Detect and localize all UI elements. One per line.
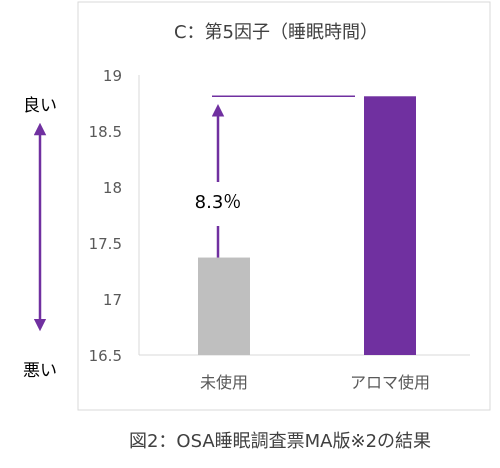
y-tick-label: 18 <box>103 179 122 197</box>
scale-low-label: 悪い <box>23 361 57 381</box>
bar-0 <box>198 257 250 355</box>
y-tick-label: 19 <box>103 67 122 85</box>
plot-frame <box>77 1 491 411</box>
y-tick-label: 17.5 <box>89 235 122 253</box>
difference-annotation: 8.3％ <box>195 192 242 213</box>
y-tick-label: 16.5 <box>89 347 122 365</box>
scale-high-label: 良い <box>23 96 57 116</box>
y-tick-label: 17 <box>103 291 122 309</box>
bar-1 <box>364 96 416 355</box>
bars <box>198 96 416 355</box>
y-tick-label: 18.5 <box>89 123 122 141</box>
x-axis-categories: 未使用 アロマ使用 <box>200 373 430 392</box>
x-category-label: 未使用 <box>200 373 248 392</box>
chart-title: C：第5因子（睡眠時間） <box>174 22 378 43</box>
figure-caption: 図2：OSA睡眠調査票MA版※2の結果 <box>129 431 431 452</box>
x-category-label: アロマ使用 <box>350 373 430 392</box>
y-axis-ticks: 16.5 17 17.5 18 18.5 19 <box>89 67 122 365</box>
